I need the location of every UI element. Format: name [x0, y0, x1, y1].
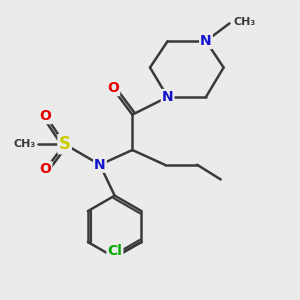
Text: CH₃: CH₃: [233, 17, 255, 27]
Text: N: N: [200, 34, 212, 48]
Text: Cl: Cl: [107, 244, 122, 258]
Text: CH₃: CH₃: [14, 139, 36, 149]
Text: O: O: [40, 162, 51, 176]
Text: S: S: [58, 135, 70, 153]
Text: O: O: [107, 81, 119, 95]
Text: O: O: [40, 109, 51, 123]
Text: N: N: [94, 158, 106, 172]
Text: N: N: [162, 90, 173, 104]
